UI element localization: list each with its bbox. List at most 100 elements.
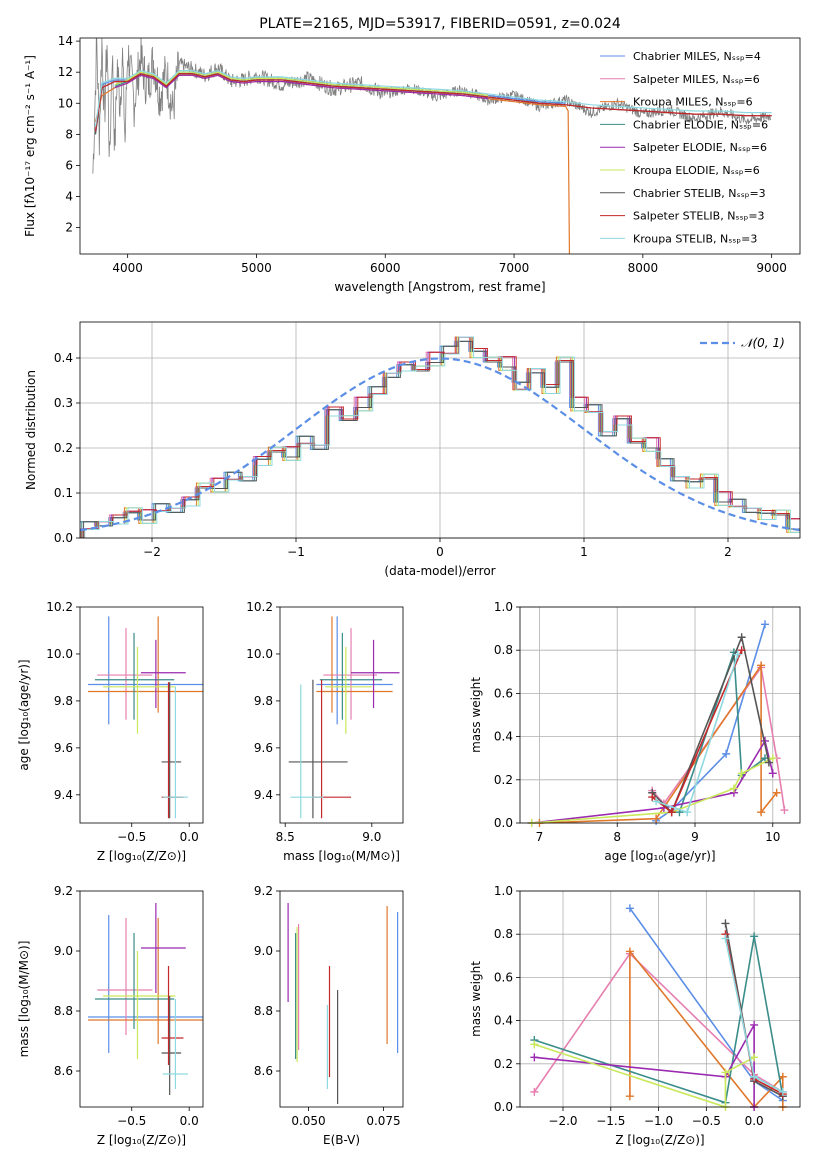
y-tick-label: 0.4 xyxy=(494,730,513,744)
y-tick-label: 9.4 xyxy=(254,788,273,802)
axes-2: −0.5 0.0 9.4 9.6 9.8 10.0 10.2 Z [log₁₀(Z/Z⊙)] a… xyxy=(17,600,204,863)
x-axis-label: E(B-V) xyxy=(323,1133,360,1147)
y-tick-label: 9.2 xyxy=(254,884,273,898)
weight-marker xyxy=(721,934,730,943)
weight-marker xyxy=(750,1053,759,1062)
weight-marker xyxy=(768,769,777,778)
y-tick-label: 8.8 xyxy=(254,1004,273,1018)
legend-label: 𝒩(0, 1) xyxy=(741,336,785,350)
weight-line xyxy=(533,952,784,1093)
weight-marker xyxy=(683,808,692,817)
weight-marker xyxy=(737,633,746,642)
y-tick-label: 0.3 xyxy=(54,396,73,410)
weight-marker xyxy=(757,808,766,817)
y-tick-label: 12 xyxy=(58,65,73,79)
y-tick-label: 0.6 xyxy=(494,970,513,984)
x-tick-label: 10 xyxy=(765,830,780,844)
y-axis-label: mass [log₁₀(M/M⊙)] xyxy=(17,941,31,1058)
y-tick-label: 0.8 xyxy=(494,927,513,941)
hist-area xyxy=(80,336,800,538)
y-tick-label: 9.4 xyxy=(54,788,73,802)
y-tick-label: 2 xyxy=(65,221,73,235)
legend-label: Kroupa MILES, Nₛₛₚ=6 xyxy=(633,96,753,109)
axes-frame xyxy=(79,606,204,824)
weight-marker xyxy=(778,1072,787,1081)
chart-title: PLATE=2165, MJD=53917, FIBERID=0591, z=0… xyxy=(259,16,621,32)
legend-label: Kroupa STELIB, Nₛₛₚ=3 xyxy=(633,232,757,245)
histogram-step xyxy=(81,340,800,538)
x-tick-label: 7 xyxy=(536,830,544,844)
histogram-step xyxy=(84,336,800,538)
weight-marker xyxy=(761,620,769,629)
axes-5: −0.5 0.0 8.6 8.8 9.0 9.2 Z [log₁₀(Z/Z⊙)] mass [… xyxy=(17,884,204,1147)
y-tick-label: 0.0 xyxy=(54,531,73,545)
x-axis-label: Z [log₁₀(Z/Z⊙)] xyxy=(97,1133,186,1147)
y-tick-label: 1.0 xyxy=(494,600,513,614)
x-tick-label: 9.0 xyxy=(362,830,381,844)
axes-frame xyxy=(519,890,801,1108)
histogram-step xyxy=(83,340,800,538)
y-tick-label: 14 xyxy=(58,34,73,48)
histogram-step xyxy=(80,336,800,538)
legend-label: Salpeter STELIB, Nₛₛₚ=3 xyxy=(633,210,765,223)
gaussian-curve xyxy=(80,357,800,532)
x-tick-label: 0.050 xyxy=(291,1114,325,1128)
y-tick-label: 10.2 xyxy=(246,600,273,614)
weight-line xyxy=(534,936,784,1104)
weight-marker xyxy=(750,932,759,941)
weight-marker xyxy=(530,1087,539,1096)
axes-7: −2.0 −1.5 −1.0 −0.5 0.0 0.0 0.2 0.4 0.6 0.8 1.0 Z [… xyxy=(469,884,801,1147)
x-tick-label: 5000 xyxy=(241,261,272,275)
x-tick-label: −1.5 xyxy=(596,1114,625,1128)
x-tick-label: −2 xyxy=(143,545,161,559)
x-tick-label: 1 xyxy=(580,545,588,559)
y-tick-label: 9.8 xyxy=(254,694,273,708)
spectrum-area xyxy=(92,38,772,254)
axes-1: −2 −1 0 1 2 0.0 0.1 0.2 0.3 0.4 (data-model)/error… xyxy=(24,321,801,578)
weight-marker xyxy=(625,947,634,956)
x-tick-label: 6000 xyxy=(370,261,401,275)
y-tick-label: 0.0 xyxy=(494,816,513,830)
y-tick-label: 10.0 xyxy=(46,647,73,661)
x-tick-label: −1 xyxy=(287,545,305,559)
model-line xyxy=(94,69,772,127)
y-tick-label: 9.6 xyxy=(54,741,73,755)
y-axis-label: mass weight xyxy=(469,961,483,1037)
legend-label: Chabrier STELIB, Nₛₛₚ=3 xyxy=(633,187,766,200)
x-tick-label: 4000 xyxy=(112,261,143,275)
legend-label: Chabrier ELODIE, Nₛₛₚ=6 xyxy=(633,118,768,131)
y-tick-label: 0.8 xyxy=(494,643,513,657)
y-tick-label: 9.6 xyxy=(254,741,273,755)
y-tick-label: 4 xyxy=(65,190,73,204)
y-axis-label: mass weight xyxy=(469,677,483,753)
model-line xyxy=(114,74,489,100)
y-tick-label: 0.6 xyxy=(494,686,513,700)
y-tick-label: 0.4 xyxy=(54,351,73,365)
axes-frame xyxy=(79,37,801,255)
weight-marker xyxy=(750,1020,759,1029)
histogram-step xyxy=(81,336,800,538)
weight-marker xyxy=(648,793,657,802)
weight-line xyxy=(651,634,770,814)
weight-marker xyxy=(530,1053,539,1062)
y-tick-label: 10.2 xyxy=(46,600,73,614)
legend: Chabrier MILES, Nₛₛₚ=4 Salpeter MILES, Nₛ… xyxy=(600,50,768,245)
weight-line xyxy=(534,1024,755,1107)
y-tick-label: 9.0 xyxy=(254,944,273,958)
x-tick-label: 0.075 xyxy=(366,1114,400,1128)
histogram-step xyxy=(82,336,800,538)
x-tick-label: −0.5 xyxy=(117,1114,146,1128)
weight-marker xyxy=(625,1092,634,1101)
y-axis-label: Flux [fλ10⁻¹⁷ erg cm⁻² s⁻¹ A⁻¹] xyxy=(23,55,37,237)
y-tick-label: 8.8 xyxy=(54,1004,73,1018)
axes-frame xyxy=(79,321,801,539)
weight-marker xyxy=(778,1087,787,1096)
x-tick-label: 8 xyxy=(613,830,621,844)
legend-label: Chabrier MILES, Nₛₛₚ=4 xyxy=(633,50,761,63)
weight-marker xyxy=(768,754,777,763)
axes-frame xyxy=(79,890,204,1108)
weight-line xyxy=(651,649,743,814)
y-tick-label: 9.2 xyxy=(54,884,73,898)
y-tick-label: 9.0 xyxy=(54,944,73,958)
